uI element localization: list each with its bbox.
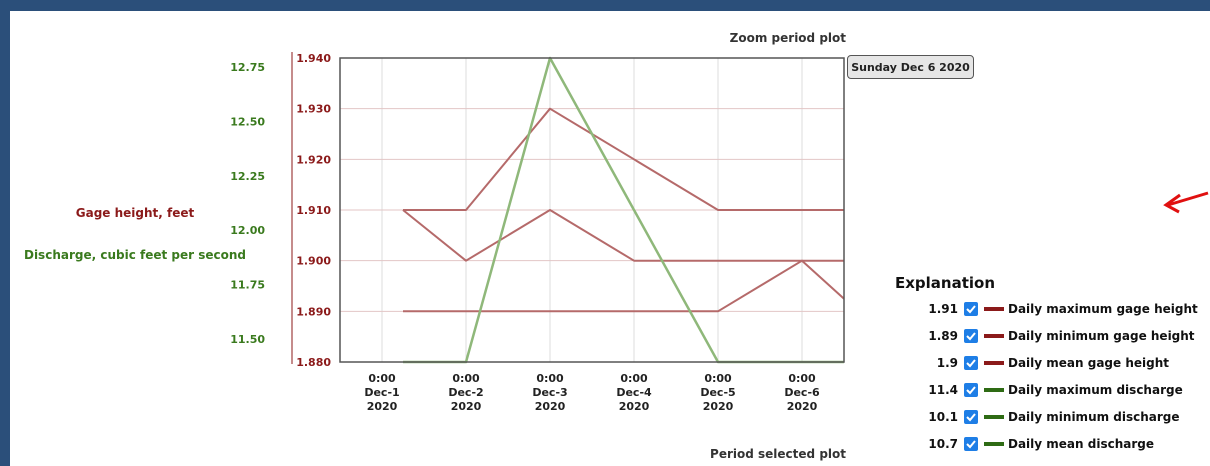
legend-label: Daily maximum discharge [1008,382,1183,397]
legend-swatch [984,387,1004,392]
legend-value: 10.7 [928,436,958,451]
legend-item[interactable]: 11.4 Daily maximum discharge [880,376,1200,403]
legend-item[interactable]: 1.89 Daily minimum gage height [880,322,1200,349]
x-tick-time: 0:00 [452,372,480,385]
discharge-tick-label: 11.75 [230,279,265,292]
legend-item[interactable]: 10.7 Daily mean discharge [880,430,1200,457]
discharge-tick-label: 12.25 [230,170,265,183]
legend-title: Explanation [895,274,996,292]
legend-item[interactable]: 1.91 Daily maximum gage height [880,295,1200,322]
gage-tick-label: 1.920 [296,153,331,166]
legend-value: 1.89 [928,328,958,343]
legend-swatch [984,333,1004,338]
x-tick-time: 0:00 [368,372,396,385]
x-tick-date: Dec-3 [532,386,567,399]
gage-tick-label: 1.880 [296,356,331,369]
legend-checkbox[interactable] [964,409,978,424]
x-tick-year: 2020 [787,400,818,413]
legend-checkbox[interactable] [964,301,978,316]
legend-label: Daily minimum gage height [1008,328,1195,343]
gage-tick-label: 1.930 [296,103,331,116]
legend: Explanation 1.91 Daily maximum gage heigh… [880,274,1200,457]
gage-tick-label: 1.910 [296,204,331,217]
legend-value: 11.4 [928,382,958,397]
x-tick-date: Dec-2 [448,386,483,399]
check-icon [966,358,976,367]
check-icon [966,304,976,313]
check-icon [966,439,976,448]
plot-border [339,57,845,363]
legend-swatch [984,306,1004,311]
x-tick-time: 0:00 [620,372,648,385]
x-tick-date: Dec-1 [364,386,399,399]
legend-swatch [984,414,1004,419]
legend-item[interactable]: 1.9 Daily mean gage height [880,349,1200,376]
x-tick-date: Dec-4 [616,386,652,399]
series-line [403,259,845,313]
zoom-period-title: Zoom period plot [729,31,846,45]
discharge-axis-label: Discharge, cubic feet per second [23,248,246,262]
x-tick-year: 2020 [367,400,398,413]
x-tick-year: 2020 [703,400,734,413]
x-tick-time: 0:00 [788,372,816,385]
x-tick-time: 0:00 [704,372,732,385]
left-frame-border [0,0,10,466]
discharge-tick-label: 12.00 [230,224,265,237]
top-frame-border [0,0,1210,11]
gage-tick-label: 1.890 [296,305,331,318]
gage-tick-label: 1.940 [296,52,331,65]
x-tick-year: 2020 [451,400,482,413]
x-tick-year: 2020 [535,400,566,413]
x-tick-year: 2020 [619,400,650,413]
legend-swatch [984,360,1004,365]
legend-value: 1.91 [928,301,958,316]
red-arrow-icon [1163,191,1209,214]
legend-value: 10.1 [928,409,958,424]
legend-value: 1.9 [936,355,958,370]
date-tooltip: Sunday Dec 6 2020 [847,55,974,79]
check-icon [966,385,976,394]
x-tick-time: 0:00 [536,372,564,385]
period-selected-title: Period selected plot [710,447,846,461]
gage-height-axis-label: Gage height, feet [75,206,195,220]
legend-label: Daily minimum discharge [1008,409,1180,424]
legend-checkbox[interactable] [964,355,978,370]
check-icon [966,331,976,340]
discharge-tick-label: 11.50 [230,333,265,346]
x-tick-date: Dec-5 [700,386,735,399]
discharge-tick-label: 12.75 [230,61,265,74]
legend-swatch [984,441,1004,446]
legend-label: Daily mean gage height [1008,355,1170,370]
legend-item[interactable]: 10.1 Daily minimum discharge [880,403,1200,430]
legend-label: Daily maximum gage height [1008,301,1198,316]
legend-label: Daily mean discharge [1008,436,1154,451]
legend-checkbox[interactable] [964,382,978,397]
gage-tick-label: 1.900 [296,255,331,268]
series-line [403,107,844,211]
legend-checkbox[interactable] [964,328,978,343]
discharge-tick-label: 12.50 [230,115,265,128]
x-tick-date: Dec-6 [784,386,820,399]
legend-checkbox[interactable] [964,436,978,451]
check-icon [966,412,976,421]
